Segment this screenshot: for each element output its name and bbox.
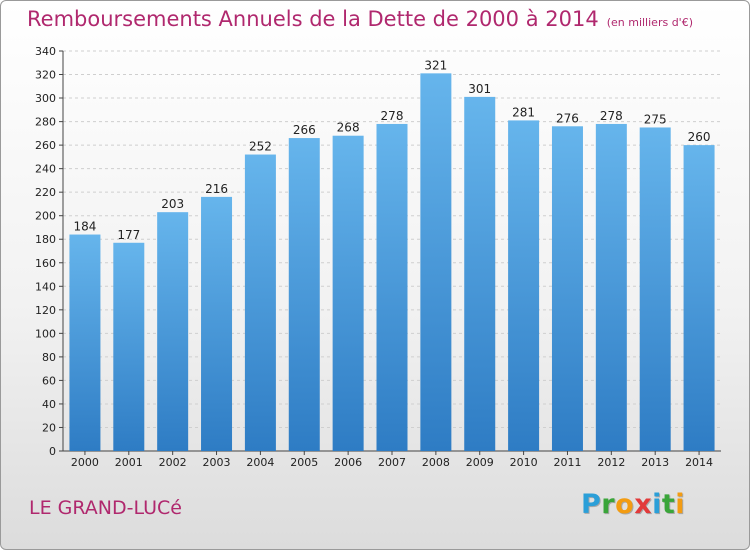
y-tick-label: 180 — [35, 233, 56, 246]
data-label-2009: 301 — [468, 82, 491, 96]
x-tick-label-2002: 2002 — [159, 456, 187, 469]
city-name: LE GRAND-LUCé — [29, 497, 182, 519]
y-tick-label: 80 — [42, 351, 56, 364]
x-tick-label-2014: 2014 — [685, 456, 713, 469]
y-tick-label: 100 — [35, 327, 56, 340]
chart-title-text: Remboursements Annuels de la Dette de 20… — [27, 7, 599, 31]
bar-2013 — [639, 127, 671, 452]
bar-2004 — [244, 154, 276, 451]
bar-2007 — [376, 123, 408, 452]
y-tick-label: 120 — [35, 304, 56, 317]
y-tick-label: 0 — [49, 445, 56, 458]
data-label-2001: 177 — [117, 228, 140, 242]
x-tick-label-2001: 2001 — [115, 456, 143, 469]
x-tick-label-2008: 2008 — [422, 456, 450, 469]
bar-2010 — [508, 120, 540, 451]
logo-letter: o — [615, 489, 635, 520]
data-label-2003: 216 — [205, 182, 228, 196]
logo-letter: x — [634, 489, 653, 520]
bar-2012 — [595, 123, 627, 452]
data-label-2005: 266 — [293, 123, 316, 137]
logo-letter: t — [661, 489, 676, 520]
chart-title: Remboursements Annuels de la Dette de 20… — [27, 7, 693, 31]
data-label-2014: 260 — [688, 130, 711, 144]
bar-2005 — [288, 138, 320, 451]
logo-letter: i — [675, 489, 686, 520]
bar-2002 — [157, 212, 189, 451]
bars — [69, 73, 715, 452]
x-tick-label-2003: 2003 — [203, 456, 231, 469]
y-tick-label: 140 — [35, 280, 56, 293]
logo-letter: i — [652, 489, 662, 520]
logo-letter: r — [601, 489, 616, 520]
data-label-2008: 321 — [424, 58, 447, 72]
x-tick-label-2012: 2012 — [597, 456, 625, 469]
y-tick-label: 40 — [42, 398, 56, 411]
x-tick-label-2000: 2000 — [71, 456, 99, 469]
x-tick-label-2007: 2007 — [378, 456, 406, 469]
bar-2003 — [201, 196, 233, 451]
data-label-2012: 278 — [600, 109, 623, 123]
bar-2009 — [464, 96, 496, 451]
data-label-2010: 281 — [512, 105, 535, 119]
y-tick-label: 280 — [35, 116, 56, 129]
x-tick-label-2006: 2006 — [334, 456, 362, 469]
bar-2006 — [332, 135, 364, 452]
data-label-2011: 276 — [556, 111, 579, 125]
chart-unit: (en milliers d'€) — [606, 16, 693, 29]
data-label-2006: 268 — [337, 121, 360, 135]
y-tick-label: 60 — [42, 374, 56, 387]
data-label-2000: 184 — [73, 220, 96, 234]
y-tick-label: 240 — [35, 163, 56, 176]
x-tick-label-2010: 2010 — [510, 456, 538, 469]
y-tick-label: 160 — [35, 257, 56, 270]
data-label-2007: 278 — [381, 109, 404, 123]
x-tick-label-2013: 2013 — [641, 456, 669, 469]
bar-2001 — [113, 242, 145, 451]
x-tick-label-2011: 2011 — [553, 456, 581, 469]
x-tick-label-2009: 2009 — [466, 456, 494, 469]
bar-2011 — [551, 126, 583, 451]
bar-2014 — [683, 145, 715, 451]
proxiti-logo[interactable]: Proxiti — [581, 489, 685, 520]
y-tick-label: 340 — [35, 45, 56, 58]
data-label-2002: 203 — [161, 197, 184, 211]
logo-letter: P — [581, 489, 602, 520]
y-tick-label: 200 — [35, 210, 56, 223]
data-label-2004: 252 — [249, 140, 272, 154]
y-tick-label: 220 — [35, 186, 56, 199]
y-tick-label: 320 — [35, 69, 56, 82]
data-label-2013: 275 — [644, 112, 667, 126]
y-tick-label: 20 — [42, 421, 56, 434]
bar-2000 — [69, 234, 101, 451]
data-labels: 184 177 203 216 252 266 268 278 321 301 281 276 278 2… — [73, 58, 710, 241]
bar-2008 — [420, 73, 452, 452]
x-tick-label-2004: 2004 — [246, 456, 274, 469]
y-tick-label: 300 — [35, 92, 56, 105]
x-tick-label-2005: 2005 — [290, 456, 318, 469]
y-tick-label: 260 — [35, 139, 56, 152]
